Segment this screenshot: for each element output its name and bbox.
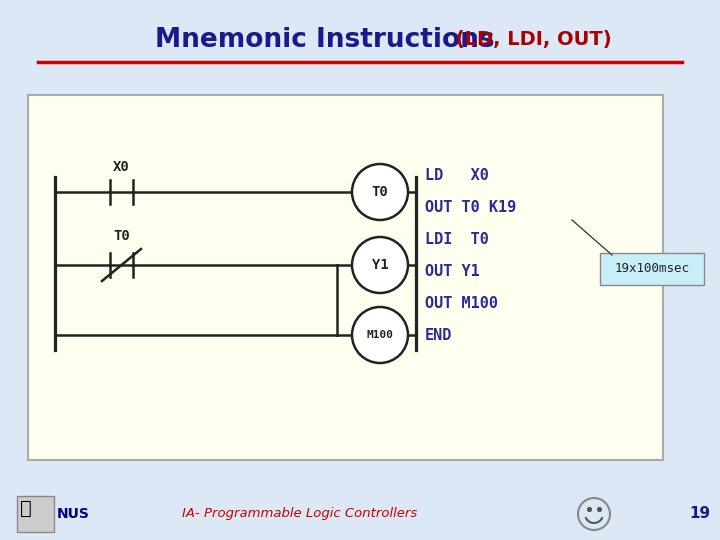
Text: END: END — [425, 327, 452, 342]
Circle shape — [352, 307, 408, 363]
Text: M100: M100 — [366, 330, 394, 340]
Circle shape — [352, 164, 408, 220]
Text: LDI  T0: LDI T0 — [425, 232, 489, 246]
FancyBboxPatch shape — [28, 95, 663, 460]
Text: OUT Y1: OUT Y1 — [425, 264, 480, 279]
Text: X0: X0 — [113, 160, 130, 174]
FancyBboxPatch shape — [17, 496, 54, 532]
Text: Y1: Y1 — [372, 258, 388, 272]
Text: NUS: NUS — [57, 507, 90, 521]
FancyBboxPatch shape — [600, 253, 704, 285]
Text: T0: T0 — [113, 229, 130, 243]
Text: LD   X0: LD X0 — [425, 167, 489, 183]
Circle shape — [352, 237, 408, 293]
Text: 19: 19 — [690, 507, 711, 522]
Text: 🏛: 🏛 — [20, 499, 32, 518]
Text: OUT M100: OUT M100 — [425, 295, 498, 310]
Text: (LD, LDI, OUT): (LD, LDI, OUT) — [449, 30, 611, 50]
Text: IA- Programmable Logic Controllers: IA- Programmable Logic Controllers — [182, 508, 418, 521]
Text: Mnemonic Instructions: Mnemonic Instructions — [155, 27, 495, 53]
Text: T0: T0 — [372, 185, 388, 199]
Text: OUT T0 K19: OUT T0 K19 — [425, 199, 516, 214]
Text: 19x100msec: 19x100msec — [614, 262, 690, 275]
